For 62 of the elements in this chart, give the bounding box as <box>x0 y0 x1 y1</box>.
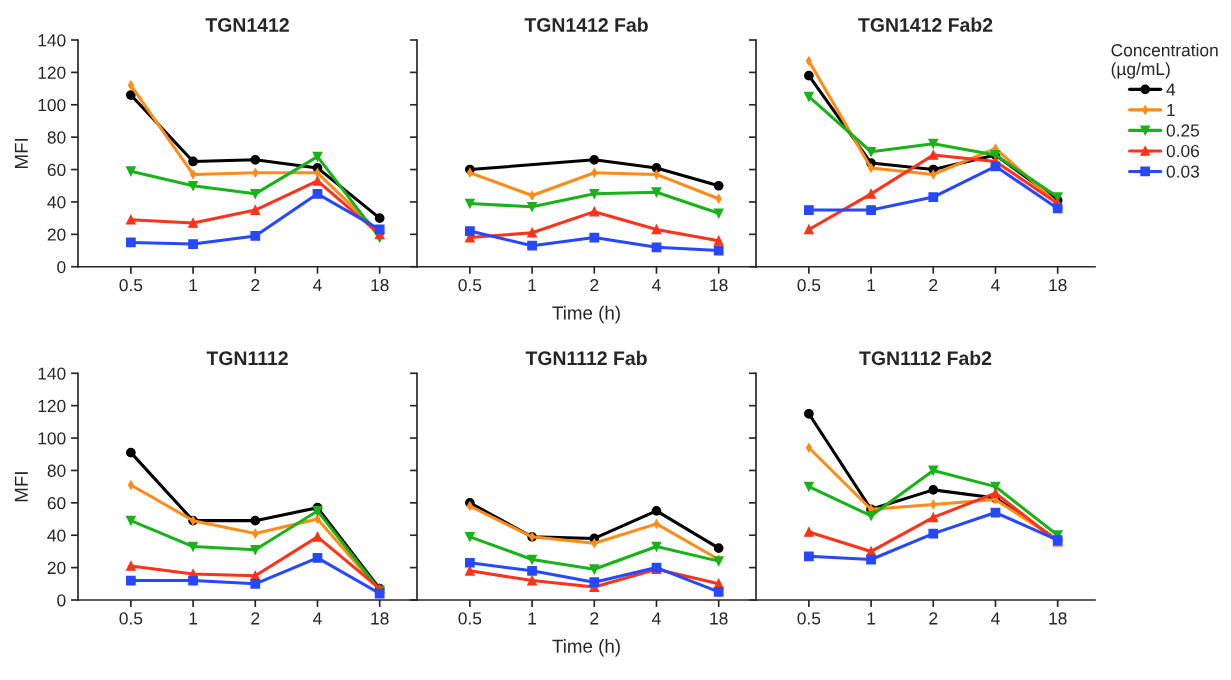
x-tick-label: 0.5 <box>458 278 482 292</box>
x-axis-title: Time (h) <box>552 305 620 324</box>
x-tick-label: 2 <box>590 278 599 292</box>
x-tick-label: 0.5 <box>797 612 821 625</box>
x-tick-label: 4 <box>991 279 1000 292</box>
legend-label: 4 <box>1166 83 1176 96</box>
x-tick-label: 18 <box>371 612 389 625</box>
x-tick-label: 0.5 <box>458 612 482 625</box>
x-tick-label: 18 <box>1049 612 1067 625</box>
y-tick-label: 80 <box>47 464 66 477</box>
y-tick-label: 100 <box>38 432 66 445</box>
x-tick-label: 1 <box>189 612 198 625</box>
legend-label: 1 <box>1167 104 1175 116</box>
x-tick-label: 2 <box>590 612 599 625</box>
y-tick-label: 0 <box>57 594 66 607</box>
y-tick-label: 20 <box>47 561 66 575</box>
chart-title: TGN1112 Fab2 <box>859 350 992 366</box>
x-tick-label: 1 <box>189 279 198 292</box>
x-tick-label: 2 <box>929 612 938 625</box>
x-tick-label: 18 <box>371 278 389 292</box>
y-tick-label: 60 <box>47 497 66 510</box>
y-axis-title: MFI <box>14 472 28 502</box>
legend-label: 0.03 <box>1166 165 1200 178</box>
legend-label: 0.25 <box>1166 124 1200 137</box>
y-tick-label: 80 <box>47 131 66 144</box>
x-tick-label: 4 <box>991 612 1000 625</box>
y-tick-label: 40 <box>47 196 66 209</box>
x-tick-label: 2 <box>929 278 938 292</box>
x-tick-label: 0.5 <box>797 278 821 292</box>
chart-title: TGN1412 <box>205 18 289 32</box>
x-tick-label: 4 <box>652 612 661 625</box>
x-tick-label: 4 <box>652 279 661 292</box>
y-tick-label: 120 <box>38 66 66 79</box>
y-tick-label: 60 <box>47 163 66 177</box>
x-tick-label: 2 <box>251 278 260 292</box>
y-tick-label: 120 <box>38 399 66 413</box>
x-tick-label: 1 <box>867 279 876 292</box>
chart-title: TGN1412 Fab2 <box>858 17 993 32</box>
x-tick-label: 18 <box>710 278 728 292</box>
y-axis-title: MFI <box>14 138 28 168</box>
x-tick-label: 1 <box>867 612 876 625</box>
x-tick-label: 0.5 <box>119 278 143 292</box>
chart-title: TGN1112 <box>206 351 288 366</box>
y-tick-label: 140 <box>38 367 66 380</box>
legend-title: Concentration (µg/mL) <box>1111 43 1218 79</box>
y-tick-label: 140 <box>38 34 66 47</box>
y-tick-label: 100 <box>38 98 66 112</box>
chart-title: TGN1412 Fab <box>524 17 648 32</box>
x-tick-label: 2 <box>251 612 260 625</box>
x-axis-title: Time (h) <box>552 639 620 657</box>
x-tick-label: 18 <box>1049 278 1067 292</box>
x-tick-label: 1 <box>528 279 537 292</box>
x-tick-label: 4 <box>313 279 322 292</box>
legend-label: 0.06 <box>1166 144 1200 158</box>
y-tick-label: 20 <box>47 228 66 241</box>
x-tick-label: 0.5 <box>119 612 143 625</box>
y-tick-label: 0 <box>57 260 66 274</box>
y-tick-label: 40 <box>47 529 66 542</box>
x-tick-label: 18 <box>710 612 728 625</box>
x-tick-label: 4 <box>313 612 322 625</box>
chart-title: TGN1112 Fab <box>525 350 647 366</box>
x-tick-label: 1 <box>528 612 537 625</box>
